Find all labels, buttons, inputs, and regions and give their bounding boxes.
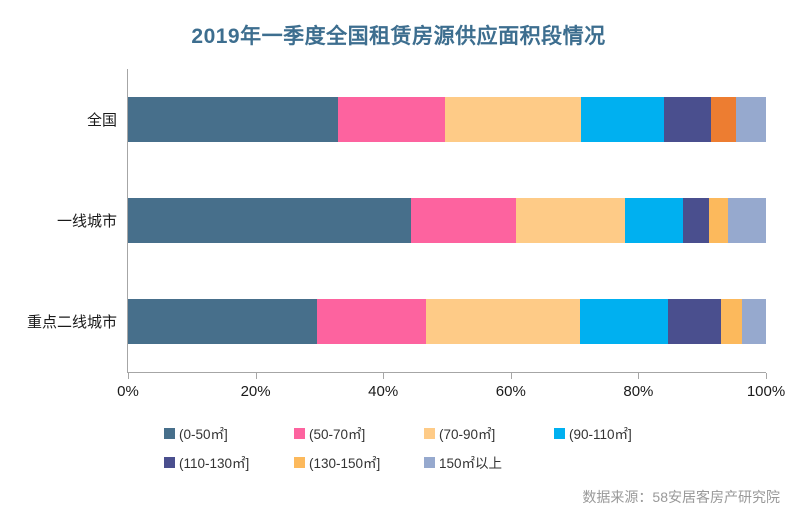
legend-label: (70-90㎡] (439, 427, 496, 442)
legend-label: 150㎡以上 (439, 456, 503, 471)
bar-segment (316, 299, 426, 344)
axis-tick (383, 373, 385, 379)
axis-tick-label: 0% (117, 383, 139, 400)
legend-item: (0-50㎡] (164, 424, 294, 442)
legend-label: (50-70㎡] (309, 427, 366, 442)
bar-segment (425, 299, 580, 344)
bar-row: 一线城市 (57, 170, 766, 271)
category-label: 全国 (86, 112, 117, 129)
category-label: 重点二线城市 (26, 314, 117, 331)
axis-tick-label: 20% (240, 383, 271, 400)
legend-label: (130-150㎡] (309, 456, 381, 471)
bar-segment (128, 299, 317, 344)
legend-swatch-icon (554, 427, 565, 439)
legend-swatch-icon (294, 427, 305, 439)
bar-segment (410, 198, 516, 243)
bar-segment (741, 299, 766, 344)
bar-rows: 全国一线城市重点二线城市 (27, 69, 766, 372)
axis-tick (255, 373, 257, 379)
bar-segment (624, 198, 683, 243)
stacked-bar (128, 299, 766, 344)
category-label: 一线城市 (56, 213, 117, 230)
legend-row: (110-130㎡] (130-150㎡] 150㎡以上 (164, 453, 684, 471)
axis-tick (766, 373, 767, 379)
axis-tick-label: 80% (623, 383, 654, 400)
bar-segment (128, 97, 338, 142)
source-text: 数据来源：58安居客房产研究院 (582, 489, 780, 505)
bar-row: 全国 (87, 69, 766, 170)
legend-item: (50-70㎡] (294, 424, 424, 442)
bar-segment (580, 97, 664, 142)
legend-swatch-icon (294, 456, 305, 468)
axis-tick-label: 100% (746, 383, 786, 400)
bar-segment (727, 198, 766, 243)
legend-swatch-icon (164, 427, 175, 439)
legend-item: (70-90㎡] (424, 424, 554, 442)
bar-segment (682, 198, 709, 243)
legend-swatch-icon (164, 456, 175, 468)
legend-item: 150㎡以上 (424, 453, 554, 471)
legend-label: (0-50㎡] (179, 427, 228, 442)
bar-segment (337, 97, 446, 142)
bar-segment (515, 198, 625, 243)
legend: (0-50㎡] (50-70㎡] (70-90㎡] (90-110㎡] (110-130… (164, 424, 684, 482)
bar-segment (128, 198, 411, 243)
axis-tick (638, 373, 640, 379)
axis-tick (510, 373, 512, 379)
bar-segment (579, 299, 669, 344)
chart-title: 2019年一季度全国租赁房源供应面积段情况 (191, 25, 606, 48)
bar-segment (720, 299, 742, 344)
legend-label: (110-130㎡] (179, 456, 250, 471)
legend-swatch-icon (424, 456, 435, 468)
bar-segment (445, 97, 581, 142)
legend-row: (0-50㎡] (50-70㎡] (70-90㎡] (90-110㎡] (164, 424, 684, 442)
legend-item: (130-150㎡] (294, 453, 424, 471)
axis-tick-label: 40% (368, 383, 399, 400)
legend-swatch-icon (424, 427, 435, 439)
bar-segment (708, 198, 728, 243)
legend-item: (110-130㎡] (164, 453, 294, 471)
legend-label: (90-110㎡] (569, 427, 632, 442)
stacked-bar (128, 198, 766, 243)
bar-segment (711, 97, 736, 142)
plot-area: 全国一线城市重点二线城市 0% 20% 40% 60% 80% 100% (27, 69, 785, 400)
bar-segment (668, 299, 721, 344)
bar-segment (735, 97, 766, 142)
bar-row: 重点二线城市 (27, 271, 766, 372)
stacked-bar (128, 97, 766, 142)
axis-tick-label: 60% (495, 383, 526, 400)
bar-segment (663, 97, 712, 142)
legend-item: (90-110㎡] (554, 424, 684, 442)
axis-tick (128, 373, 129, 379)
